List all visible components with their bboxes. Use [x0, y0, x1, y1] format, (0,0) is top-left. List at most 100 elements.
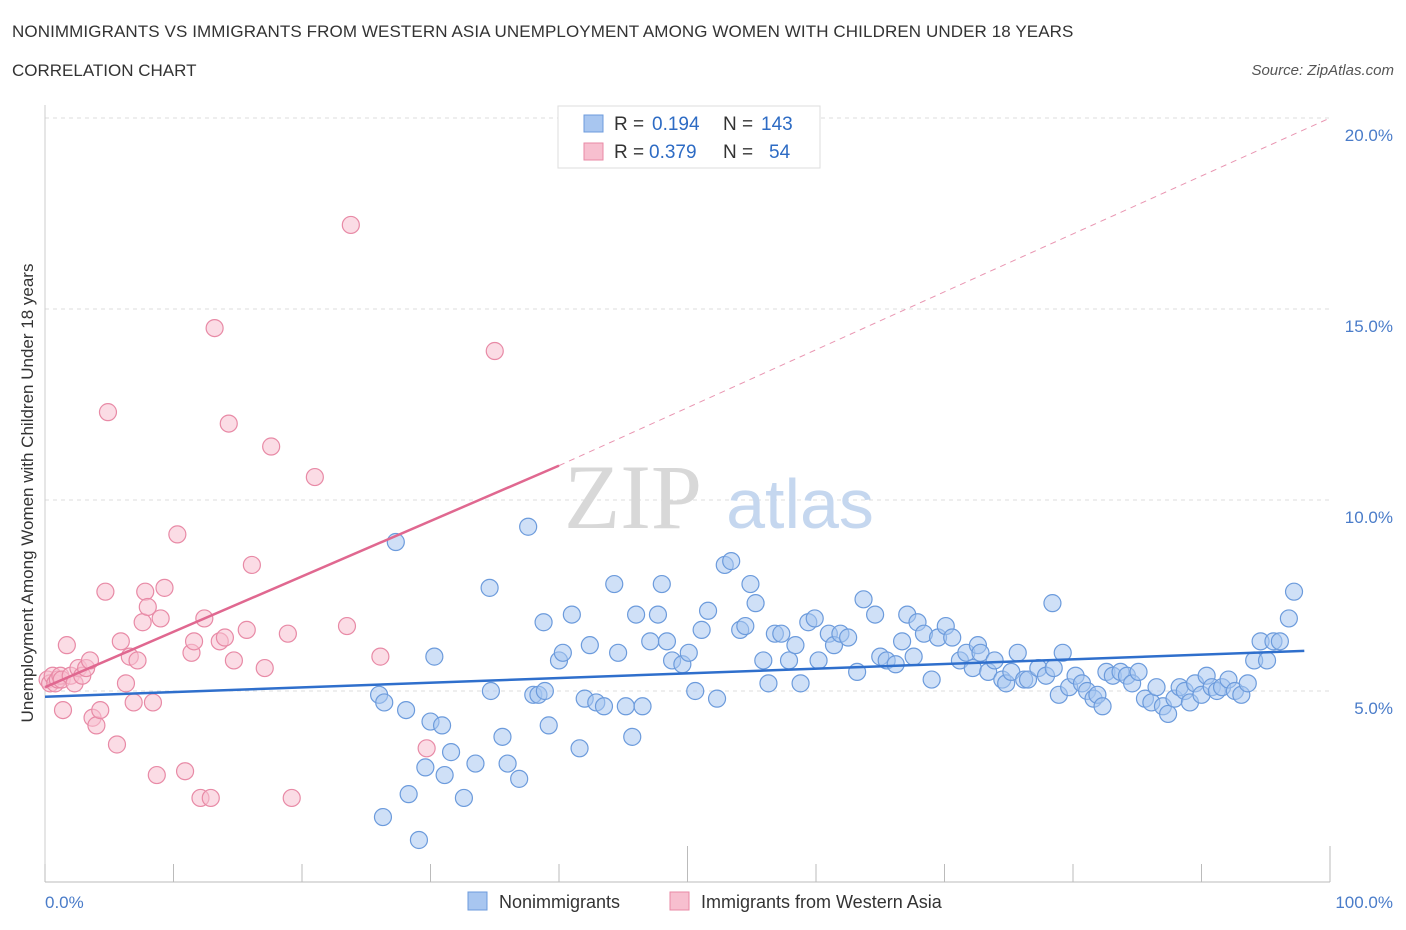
series-legend: Nonimmigrants Immigrants from Western As…: [467, 891, 943, 912]
immigrants-point: [124, 693, 143, 712]
stats-pink-n-value: 54: [769, 142, 791, 163]
nonimmigrants-point: [772, 624, 791, 643]
nonimmigrants-point: [971, 643, 990, 662]
nonimmigrants-point: [759, 674, 778, 693]
immigrants-point: [155, 578, 174, 597]
nonimmigrants-point: [809, 651, 828, 670]
nonimmigrants-point: [1257, 651, 1277, 670]
immigrants-point: [224, 651, 243, 670]
immigrants-point: [237, 620, 256, 639]
nonimmigrants-point: [580, 636, 599, 655]
nonimmigrants-point: [441, 743, 461, 762]
nonimmigrants-point: [692, 620, 711, 639]
nonimmigrants-point: [657, 632, 677, 651]
nonimmigrants-point: [409, 830, 429, 850]
nonimmigrants-point: [633, 697, 652, 716]
nonimmigrants-point: [1158, 704, 1178, 724]
legend-nonimmigrants-swatch: [467, 891, 488, 911]
immigrants-point: [184, 632, 204, 651]
nonimmigrants-point: [535, 681, 554, 701]
immigrants-point: [417, 739, 436, 758]
nonimmigrants-point: [922, 670, 941, 689]
nonimmigrants-point: [892, 632, 912, 651]
source-credit: Source: ZipAtlas.com: [1251, 62, 1394, 79]
nonimmigrants-point: [609, 643, 628, 662]
immigrants-point: [133, 613, 152, 632]
y-tick-label-20: 20.0%: [1345, 126, 1393, 145]
immigrants-point: [205, 319, 224, 338]
nonimmigrants-point: [570, 739, 589, 758]
nonimmigrants-point: [498, 754, 517, 773]
nonimmigrants-point: [1238, 674, 1257, 693]
stats-blue-swatch: [583, 114, 604, 133]
nonimmigrants-point: [736, 616, 755, 636]
nonimmigrants-point: [425, 647, 444, 666]
x-tick-label-0: 0.0%: [45, 893, 84, 912]
immigrants-point: [371, 647, 390, 666]
nonimmigrants-point: [480, 578, 499, 597]
nonimmigrants-point: [1279, 609, 1298, 628]
immigrants-point: [143, 693, 163, 712]
nonimmigrants-point: [648, 605, 668, 624]
chart-subtitle: CORRELATION CHART: [12, 61, 197, 80]
nonimmigrants-point: [605, 574, 624, 594]
immigrants-point: [138, 597, 157, 617]
immigrants-point: [168, 525, 187, 544]
immigrants-point: [255, 658, 274, 678]
nonimmigrants-point: [686, 681, 705, 701]
stats-blue-r-label: R =: [614, 114, 644, 135]
immigrants-point: [242, 555, 261, 575]
immigrants-point: [337, 616, 357, 636]
nonimmigrants-point: [1129, 662, 1148, 682]
immigrants-trend-extension: [558, 117, 1331, 467]
nonimmigrants-point: [519, 517, 538, 536]
nonimmigrants-point: [416, 758, 435, 777]
stats-pink-r-label: R =: [614, 142, 644, 163]
nonimmigrants-point: [534, 613, 553, 632]
nonimmigrants-point: [396, 700, 416, 720]
nonimmigrants-point: [493, 727, 512, 746]
nonimmigrants-point: [1053, 643, 1072, 662]
immigrants-point: [278, 624, 297, 643]
nonimmigrants-point: [741, 574, 760, 594]
nonimmigrants-point: [722, 552, 741, 571]
nonimmigrants-point: [866, 605, 885, 624]
watermark: ZIP atlas: [564, 446, 874, 548]
nonimmigrants-point: [679, 643, 698, 662]
immigrants-point: [57, 636, 76, 655]
nonimmigrants-point: [510, 769, 529, 788]
nonimmigrants-point: [375, 693, 394, 712]
watermark-atlas: atlas: [726, 465, 874, 543]
nonimmigrants-point: [854, 590, 873, 609]
nonimmigrants-point: [466, 754, 485, 773]
immigrants-point: [96, 582, 115, 601]
nonimmigrants-point: [373, 807, 393, 827]
nonimmigrants-point: [1093, 697, 1112, 716]
nonimmigrants-point: [562, 605, 581, 624]
x-tick-label-100: 100.0%: [1335, 893, 1393, 912]
nonimmigrants-point: [707, 689, 727, 708]
chart-title: NONIMMIGRANTS VS IMMIGRANTS FROM WESTERN…: [12, 22, 1074, 41]
nonimmigrants-point: [805, 609, 824, 628]
series-nonimmigrants-points: [370, 517, 1304, 850]
nonimmigrants-point: [553, 643, 572, 662]
nonimmigrants-point: [539, 716, 558, 735]
watermark-zip: ZIP: [564, 446, 702, 548]
stats-blue-n-label: N =: [723, 114, 753, 135]
stats-pink-swatch: [583, 142, 604, 161]
nonimmigrants-point: [1270, 632, 1289, 651]
nonimmigrants-point: [698, 601, 718, 620]
y-tick-label-10: 10.0%: [1345, 508, 1393, 527]
immigrants-point: [128, 651, 147, 670]
nonimmigrants-point: [399, 785, 418, 804]
stats-blue-r-value: 0.194: [652, 114, 700, 135]
immigrants-point: [53, 700, 73, 720]
stats-legend: R = 0.194 N = 143 R = 0.379 N = 54: [557, 105, 821, 169]
nonimmigrants-point: [791, 674, 810, 693]
y-tick-labels: 5.0% 10.0% 15.0% 20.0%: [1345, 126, 1393, 718]
nonimmigrants-point: [786, 636, 805, 655]
immigrants-trend-line: [44, 464, 560, 689]
nonimmigrants-trend-line: [44, 649, 1305, 698]
y-tick-label-15: 15.0%: [1345, 317, 1393, 336]
legend-immigrants-swatch: [669, 891, 690, 911]
